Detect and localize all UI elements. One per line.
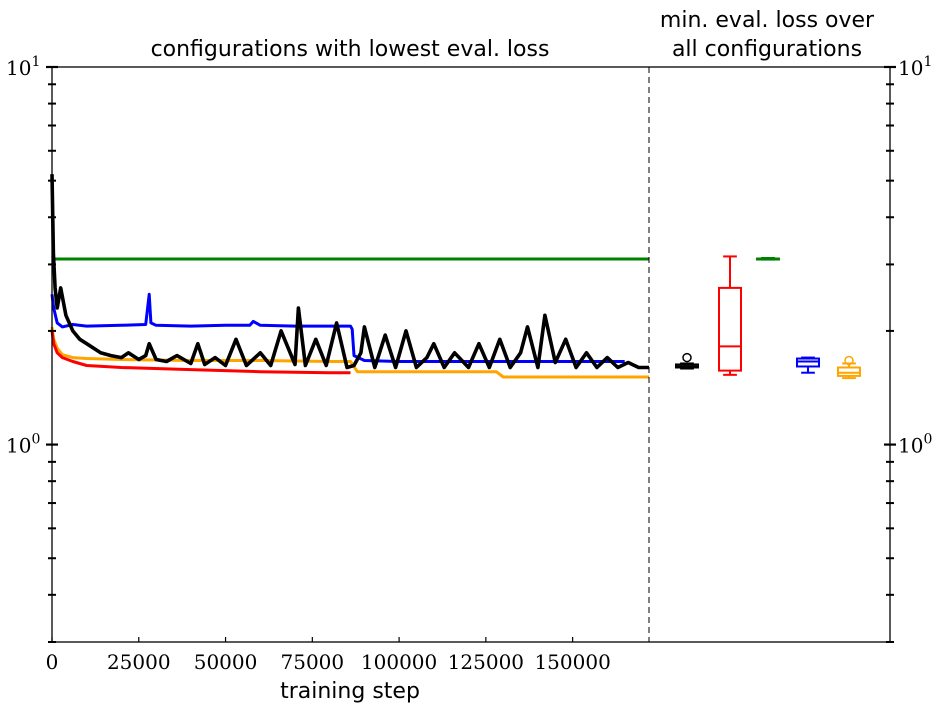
x-tick-label-6: 150000 [534, 650, 610, 674]
x-tick-label-3: 75000 [281, 650, 345, 674]
box-body-1 [718, 286, 742, 372]
box-outlier-0-0 [682, 352, 692, 363]
box-3 [796, 356, 820, 374]
right-panel-title-line2: all configurations [672, 37, 862, 62]
x-tick-label-1: 25000 [107, 650, 171, 674]
left-panel-title: configurations with lowest eval. loss [151, 37, 550, 62]
y-tick-label-right-1: 101 [898, 54, 932, 80]
right-panel-title-line1: min. eval. loss over [660, 8, 875, 33]
x-tick-label-4: 100000 [361, 650, 437, 674]
box-2 [756, 256, 780, 261]
y-tick-label-left-1: 101 [6, 54, 40, 80]
box-0 [675, 352, 699, 370]
x-tick-label-5: 125000 [448, 650, 524, 674]
series-line-1 [50, 292, 625, 363]
y-tick-label-right-0: 100 [898, 432, 932, 458]
box-body-4 [837, 366, 861, 377]
plot-area [50, 174, 861, 380]
x-tick-label-2: 50000 [194, 650, 258, 674]
plot-frame [51, 66, 891, 643]
series-line-2 [50, 326, 649, 379]
axes: 0 25000 50000 75000 100000 125000 150000 100 101… [6, 54, 932, 674]
box-4 [837, 355, 861, 380]
x-tick-label-0: 0 [46, 650, 59, 674]
series-line-3 [50, 330, 351, 375]
box-outlier-4-0 [844, 355, 854, 366]
series-line-4 [50, 174, 649, 370]
box-body-3 [796, 357, 820, 368]
y-tick-label-left-0: 100 [6, 432, 40, 458]
x-axis-label: training step [280, 679, 420, 704]
box-1 [718, 255, 742, 376]
